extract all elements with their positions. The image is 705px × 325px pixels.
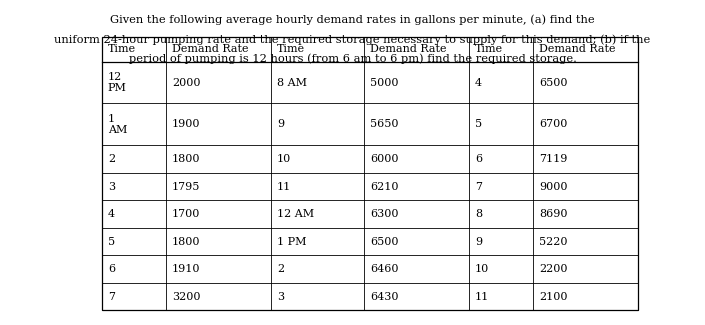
Text: Given the following average hourly demand rates in gallons per minute, (a) find : Given the following average hourly deman… <box>110 15 595 25</box>
Text: 3: 3 <box>277 292 284 302</box>
Text: 9000: 9000 <box>539 182 568 191</box>
Text: 1900: 1900 <box>172 119 200 129</box>
Text: Time: Time <box>277 45 305 55</box>
Text: 1910: 1910 <box>172 264 200 274</box>
Text: 3: 3 <box>108 182 115 191</box>
Text: 2: 2 <box>277 264 284 274</box>
Text: 6700: 6700 <box>539 119 568 129</box>
Text: 5220: 5220 <box>539 237 568 247</box>
Text: 6500: 6500 <box>539 77 568 87</box>
Text: uniform 24-hour pumping rate and the required storage necessary to supply for th: uniform 24-hour pumping rate and the req… <box>54 34 651 45</box>
Text: 4: 4 <box>474 77 482 87</box>
Text: 11: 11 <box>474 292 489 302</box>
Text: 8 AM: 8 AM <box>277 77 307 87</box>
Text: 6460: 6460 <box>370 264 398 274</box>
Text: 6: 6 <box>108 264 115 274</box>
Text: 8690: 8690 <box>539 209 568 219</box>
Text: 2100: 2100 <box>539 292 568 302</box>
Text: 1800: 1800 <box>172 237 200 247</box>
Text: 5: 5 <box>108 237 115 247</box>
Text: 1 PM: 1 PM <box>277 237 306 247</box>
Text: 6430: 6430 <box>370 292 398 302</box>
Text: 1795: 1795 <box>172 182 200 191</box>
Text: 2000: 2000 <box>172 77 200 87</box>
Text: 10: 10 <box>474 264 489 274</box>
Text: 10: 10 <box>277 154 291 164</box>
Bar <box>102 37 638 310</box>
Text: 11: 11 <box>277 182 291 191</box>
Text: 6300: 6300 <box>370 209 398 219</box>
Text: 2: 2 <box>108 154 115 164</box>
Text: Time: Time <box>108 45 136 55</box>
Text: 5: 5 <box>474 119 482 129</box>
Text: 9: 9 <box>277 119 284 129</box>
Text: Demand Rate: Demand Rate <box>172 45 248 55</box>
Text: 9: 9 <box>474 237 482 247</box>
Text: 12
PM: 12 PM <box>108 72 127 93</box>
Text: period of pumping is 12 hours (from 6 am to 6 pm) find the required storage.: period of pumping is 12 hours (from 6 am… <box>128 54 577 64</box>
Text: 7: 7 <box>108 292 115 302</box>
Text: 12 AM: 12 AM <box>277 209 314 219</box>
Text: 4: 4 <box>108 209 115 219</box>
Text: Demand Rate: Demand Rate <box>539 45 615 55</box>
Text: 3200: 3200 <box>172 292 200 302</box>
Text: 6000: 6000 <box>370 154 398 164</box>
Text: 8: 8 <box>474 209 482 219</box>
Text: 5650: 5650 <box>370 119 398 129</box>
Text: 2200: 2200 <box>539 264 568 274</box>
Text: Demand Rate: Demand Rate <box>370 45 446 55</box>
Text: 7: 7 <box>474 182 482 191</box>
Text: 6210: 6210 <box>370 182 398 191</box>
Text: 1800: 1800 <box>172 154 200 164</box>
Text: 1
AM: 1 AM <box>108 114 127 135</box>
Text: Time: Time <box>474 45 503 55</box>
Text: 6500: 6500 <box>370 237 398 247</box>
Text: 1700: 1700 <box>172 209 200 219</box>
Text: 5000: 5000 <box>370 77 398 87</box>
Text: 7119: 7119 <box>539 154 568 164</box>
Text: 6: 6 <box>474 154 482 164</box>
